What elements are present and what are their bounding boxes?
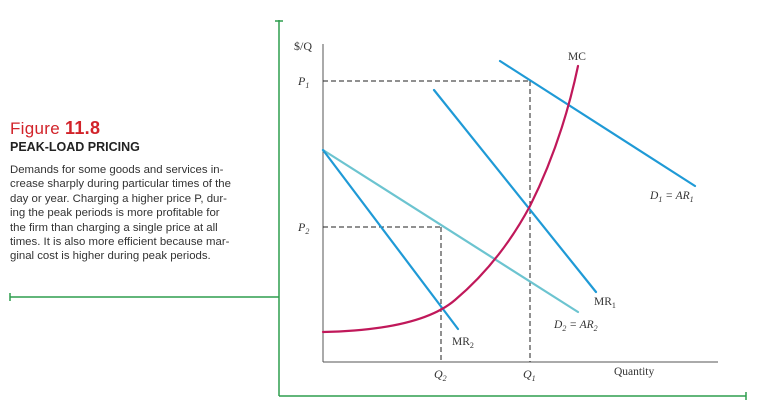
mr2-curve — [321, 148, 460, 331]
mr1-curve — [432, 88, 598, 294]
q2-tick-label: Q2 — [434, 367, 447, 383]
curve-labels: MC D1 = AR1 MR1 D2 = AR2 MR2 — [452, 51, 694, 350]
p1-tick-label: P1 — [297, 74, 309, 90]
description-line: crease sharply during particular times o… — [10, 178, 231, 191]
p2-tick-label: P2 — [297, 220, 309, 236]
axes — [322, 44, 718, 363]
reference-lines — [323, 80, 531, 362]
x-axis-label: Quantity — [614, 366, 654, 378]
y-axis-label: $/Q — [294, 39, 312, 53]
figure-number: 11.8 — [65, 118, 101, 138]
mr2-label: MR2 — [452, 336, 474, 350]
figure-title: PEAK-LOAD PRICING — [10, 140, 140, 154]
figure-description: Demands for some goods and services in- … — [10, 163, 272, 264]
curves — [321, 59, 697, 334]
description-line: day or year. Charging a higher price P, … — [10, 192, 227, 205]
description-line: ing the peak periods is more profitable … — [10, 207, 220, 220]
d2-ar2-label: D2 = AR2 — [553, 319, 598, 333]
mc-label: MC — [568, 51, 586, 63]
description-line: Demands for some goods and services in- — [10, 164, 224, 176]
description-line: the firm than charging a single price at… — [10, 221, 218, 234]
d2-ar2-curve — [321, 148, 580, 314]
figure-caption: Figure 11.8 PEAK-LOAD PRICING Demands fo… — [10, 118, 274, 264]
figure-frame — [9, 20, 747, 400]
tick-labels: P1 P2 Q2 Q1 — [297, 74, 536, 383]
d1-ar1-curve — [498, 59, 697, 188]
q1-tick-label: Q1 — [523, 367, 536, 383]
figure-label-prefix: Figure — [10, 119, 60, 138]
mr1-label: MR1 — [594, 296, 616, 310]
d1-ar1-label: D1 = AR1 — [649, 190, 694, 204]
axis-labels: $/Q Quantity — [294, 39, 654, 378]
figure-label: Figure 11.8 — [10, 118, 274, 139]
description-line: ginal cost is higher during peak periods… — [10, 250, 211, 263]
description-line: times. It is also more efficient because… — [10, 236, 230, 249]
mc-curve — [321, 64, 580, 334]
